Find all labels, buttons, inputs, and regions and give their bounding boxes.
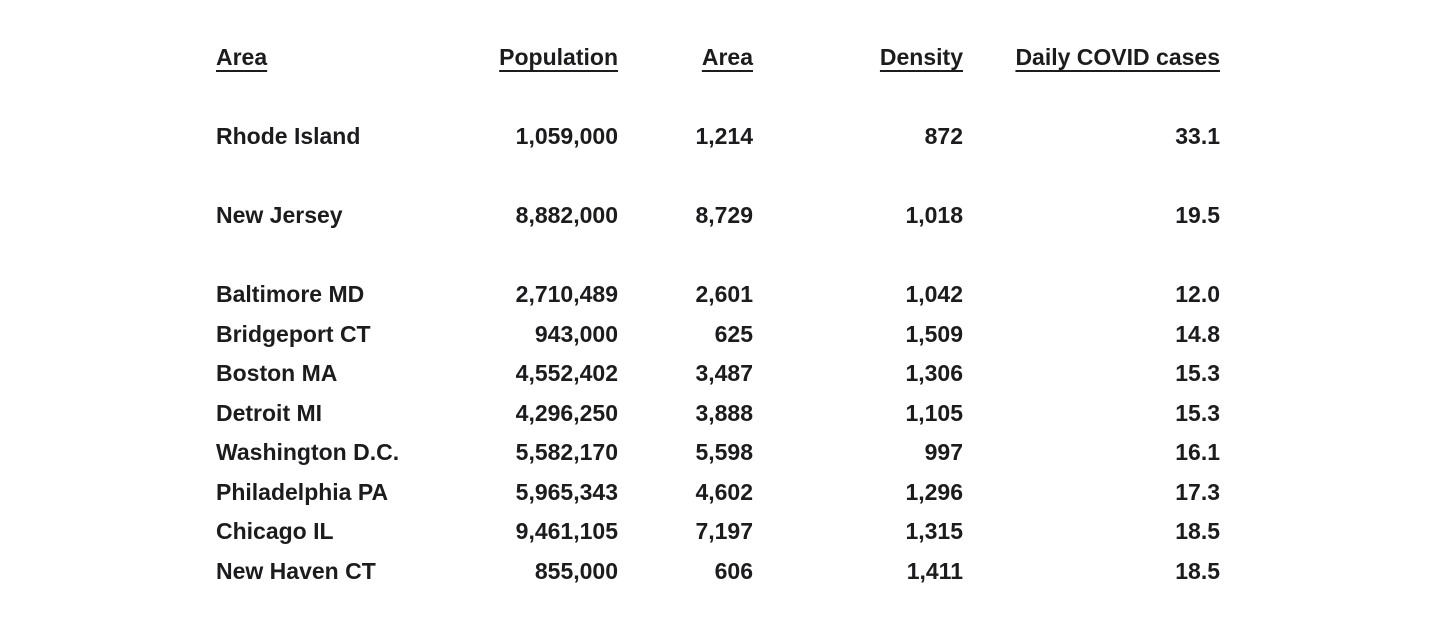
cell-daily_covid_cases: 14.8 <box>1175 320 1220 347</box>
cell-area: Rhode Island <box>216 123 361 150</box>
cell-density: 1,315 <box>905 518 963 545</box>
cell-density: 997 <box>924 439 963 466</box>
column-header-daily-covid-cases: Daily COVID cases <box>963 38 1220 78</box>
spacer-cell <box>216 236 1220 276</box>
column-header-population-label: Population <box>499 44 618 71</box>
cell-population: 4,552,402 <box>515 360 618 387</box>
cell-density: 872 <box>924 123 963 150</box>
spacer-row <box>216 236 1220 276</box>
cell-area: New Haven CT <box>216 557 376 584</box>
cell-area_value: 1,214 <box>695 123 753 150</box>
cell-density: 1,105 <box>905 399 963 426</box>
cell-daily_covid_cases: 18.5 <box>1175 518 1220 545</box>
table-row: Philadelphia PA 5,965,343 4,602 1,296 17.3 <box>216 473 1220 513</box>
spacer-cell <box>216 157 1220 197</box>
table-row: Rhode Island 1,059,000 1,214 872 33.1 <box>216 117 1220 157</box>
table-row: Boston MA 4,552,402 3,487 1,306 15.3 <box>216 354 1220 394</box>
header-row: Area Population Area Density Daily COVID… <box>216 38 1220 78</box>
table-row: New Jersey 8,882,000 8,729 1,018 19.5 <box>216 196 1220 236</box>
cell-population: 943,000 <box>534 320 618 347</box>
cell-daily_covid_cases: 19.5 <box>1175 202 1220 229</box>
cell-population: 8,882,000 <box>515 202 618 229</box>
cell-area_value: 625 <box>714 320 753 347</box>
cell-area: Detroit MI <box>216 399 323 426</box>
table-row: New Haven CT 855,000 606 1,411 18.5 <box>216 552 1220 592</box>
cell-population: 9,461,105 <box>515 518 618 545</box>
cell-area_value: 3,487 <box>695 360 753 387</box>
cell-daily_covid_cases: 12.0 <box>1175 281 1220 308</box>
column-header-area-size: Area <box>618 38 753 78</box>
cell-density: 1,411 <box>906 557 963 584</box>
cell-daily_covid_cases: 33.1 <box>1175 123 1220 150</box>
table-row: Detroit MI 4,296,250 3,888 1,105 15.3 <box>216 394 1220 434</box>
column-header-area-label: Area <box>216 44 268 71</box>
cell-area_value: 5,598 <box>695 439 753 466</box>
column-header-daily-covid-cases-label: Daily COVID cases <box>1015 44 1220 71</box>
cell-density: 1,018 <box>905 202 963 229</box>
table-row: Bridgeport CT 943,000 625 1,509 14.8 <box>216 315 1220 355</box>
cell-daily_covid_cases: 15.3 <box>1175 360 1220 387</box>
cell-population: 855,000 <box>534 557 618 584</box>
cell-daily_covid_cases: 16.1 <box>1175 439 1220 466</box>
cell-population: 4,296,250 <box>515 399 618 426</box>
table-body: Rhode Island 1,059,000 1,214 872 33.1 New Jer… <box>216 78 1220 592</box>
cell-area_value: 606 <box>714 557 753 584</box>
cell-area: New Jersey <box>216 202 343 229</box>
cell-population: 2,710,489 <box>515 281 618 308</box>
column-header-population: Population <box>466 38 618 78</box>
cell-area_value: 8,729 <box>695 202 753 229</box>
table-row: Washington D.C. 5,582,170 5,598 997 16.1 <box>216 433 1220 473</box>
cell-density: 1,042 <box>905 281 963 308</box>
cell-population: 1,059,000 <box>515 123 618 150</box>
spacer-row <box>216 157 1220 197</box>
cell-density: 1,509 <box>905 320 963 347</box>
cell-area: Boston MA <box>216 360 338 387</box>
cell-daily_covid_cases: 15.3 <box>1175 399 1220 426</box>
cell-area: Chicago IL <box>216 518 334 545</box>
cell-daily_covid_cases: 18.5 <box>1175 557 1220 584</box>
cell-population: 5,582,170 <box>515 439 618 466</box>
cell-density: 1,306 <box>905 360 963 387</box>
covid-density-table: Area Population Area Density Daily COVID… <box>216 38 1220 591</box>
cell-area: Bridgeport CT <box>216 320 371 347</box>
cell-daily_covid_cases: 17.3 <box>1175 478 1220 505</box>
cell-area_value: 7,197 <box>695 518 753 545</box>
cell-area: Philadelphia PA <box>216 478 389 505</box>
cell-area: Washington D.C. <box>216 439 400 466</box>
table-header: Area Population Area Density Daily COVID… <box>216 38 1220 78</box>
cell-area_value: 2,601 <box>695 281 753 308</box>
cell-density: 1,296 <box>905 478 963 505</box>
column-header-density-label: Density <box>879 44 963 71</box>
cell-area_value: 3,888 <box>695 399 753 426</box>
table-row: Chicago IL 9,461,105 7,197 1,315 18.5 <box>216 512 1220 552</box>
table-row: Baltimore MD 2,710,489 2,601 1,042 12.0 <box>216 275 1220 315</box>
cell-population: 5,965,343 <box>515 478 618 505</box>
column-header-area-size-label: Area <box>701 44 753 71</box>
spacer-cell <box>216 78 1220 118</box>
column-header-density: Density <box>753 38 963 78</box>
cell-area: Baltimore MD <box>216 281 365 308</box>
spacer-row <box>216 78 1220 118</box>
column-header-area: Area <box>216 38 466 78</box>
cell-area_value: 4,602 <box>695 478 753 505</box>
